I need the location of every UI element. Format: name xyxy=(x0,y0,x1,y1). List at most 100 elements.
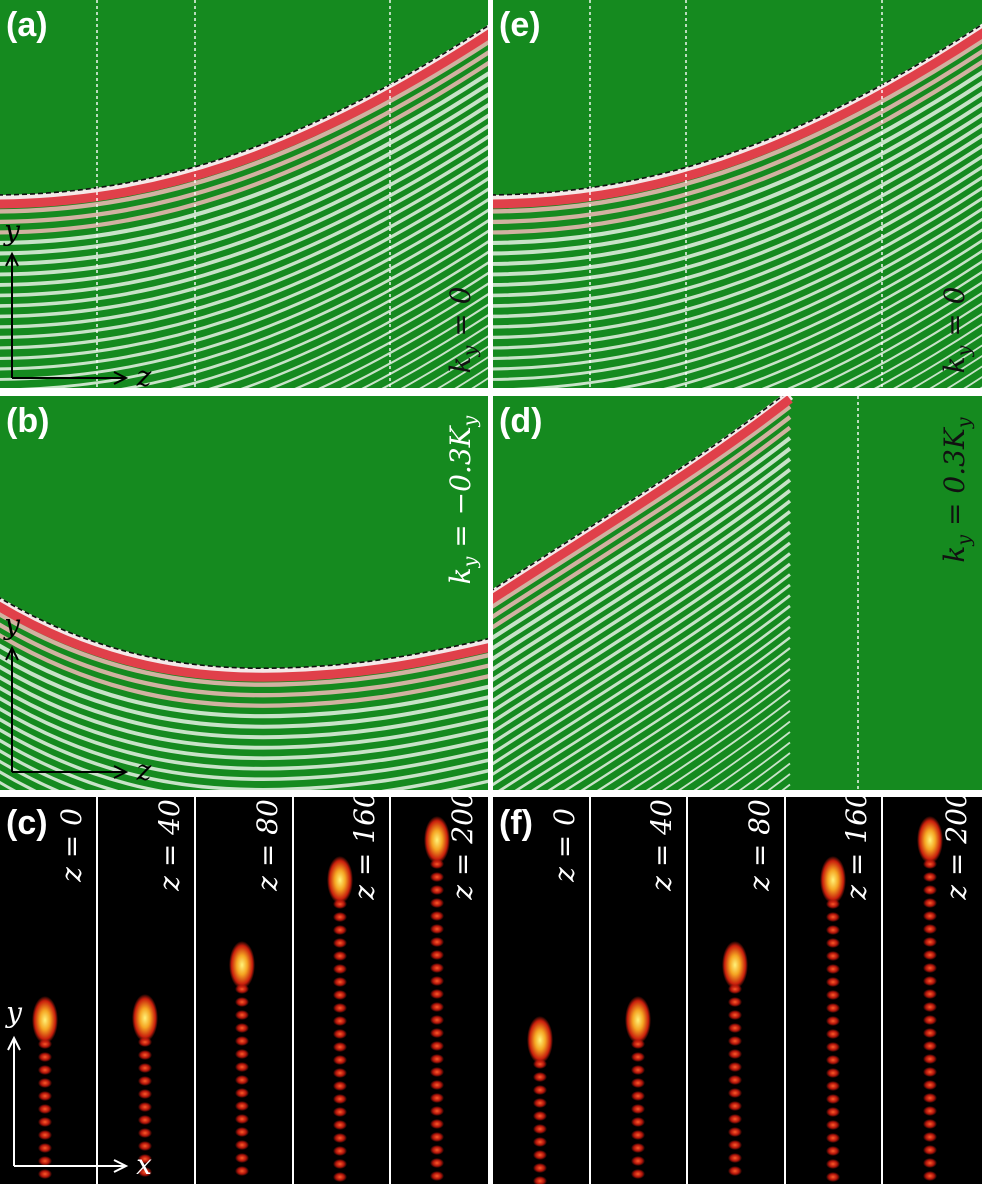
dot xyxy=(826,938,840,948)
dot xyxy=(631,1091,645,1101)
dot xyxy=(333,925,347,935)
envelope xyxy=(493,23,982,196)
slice-label: z = 80 xyxy=(251,799,284,892)
stripe xyxy=(493,510,792,714)
red-band xyxy=(0,601,488,682)
dot xyxy=(38,1117,52,1127)
stripe xyxy=(493,562,791,766)
dot xyxy=(826,1172,840,1182)
dot xyxy=(333,951,347,961)
annotation-part: = −0.3K xyxy=(444,424,477,556)
dot xyxy=(923,1041,937,1051)
stripe xyxy=(493,122,982,298)
dot xyxy=(826,1055,840,1065)
dot xyxy=(38,1143,52,1153)
dot xyxy=(923,872,937,882)
dot xyxy=(430,1093,444,1103)
dot xyxy=(235,1049,249,1059)
annotation-part: k xyxy=(938,356,971,373)
dot xyxy=(333,1133,347,1143)
stripe xyxy=(811,291,982,388)
dot xyxy=(333,1016,347,1026)
stripe xyxy=(0,717,488,790)
dot xyxy=(533,1163,547,1173)
annotation: ky = −0.3Ky xyxy=(444,415,481,584)
stripe xyxy=(493,48,982,225)
red-band xyxy=(493,28,982,209)
dot xyxy=(430,1145,444,1155)
panel-b xyxy=(0,396,488,790)
stripe xyxy=(0,113,488,287)
dot xyxy=(235,997,249,1007)
stripe xyxy=(613,228,982,388)
axis-label: y xyxy=(2,214,21,247)
stripe xyxy=(268,271,488,388)
annotation-sub: y xyxy=(459,556,481,568)
annotation-sub: y xyxy=(459,415,481,427)
stripe xyxy=(0,197,488,371)
stripe xyxy=(493,91,982,266)
dot xyxy=(333,1172,347,1182)
annotation-part: = 0 xyxy=(444,287,477,346)
dot xyxy=(138,1154,152,1164)
panel-label: (e) xyxy=(499,6,541,44)
annotation-part: = 0.3K xyxy=(938,426,971,535)
beam-head xyxy=(424,816,450,864)
stripe xyxy=(580,647,791,790)
slice-label: z = 0 xyxy=(55,808,88,883)
dot xyxy=(923,1028,937,1038)
stripe xyxy=(493,436,792,640)
dot xyxy=(728,1036,742,1046)
stripe xyxy=(400,335,488,388)
stripe xyxy=(493,133,982,308)
panel-label: (f) xyxy=(499,804,533,842)
stripe xyxy=(0,39,488,214)
stripe xyxy=(381,324,488,388)
dot xyxy=(826,1042,840,1052)
stripe xyxy=(0,706,488,782)
dot xyxy=(430,911,444,921)
annotation-part: k xyxy=(938,546,971,563)
stripe xyxy=(493,446,792,651)
slice-label: z = 40 xyxy=(153,799,186,892)
stripe xyxy=(833,302,982,388)
slice-label: z = 40 xyxy=(645,799,678,892)
dot xyxy=(38,1078,52,1088)
dot xyxy=(333,990,347,1000)
stripe xyxy=(0,102,488,277)
stripe xyxy=(493,38,982,214)
annotation-sub: y xyxy=(953,417,975,429)
annotation-part: = 0 xyxy=(938,287,971,346)
stripe xyxy=(0,81,488,256)
dot xyxy=(826,990,840,1000)
stripe xyxy=(493,489,792,693)
stripe xyxy=(0,124,488,298)
beam-head xyxy=(132,994,158,1042)
dot xyxy=(826,1068,840,1078)
stripe xyxy=(787,281,982,388)
dot xyxy=(333,1081,347,1091)
dot xyxy=(923,937,937,947)
stripe xyxy=(493,112,982,287)
stripe xyxy=(493,583,791,787)
stripe xyxy=(208,250,488,388)
dot xyxy=(631,1052,645,1062)
stripe xyxy=(613,668,791,790)
dot xyxy=(235,1036,249,1046)
stripe xyxy=(0,654,488,729)
dot xyxy=(235,1114,249,1124)
stripe xyxy=(0,145,488,319)
dot xyxy=(235,1153,249,1163)
dot xyxy=(138,1128,152,1138)
stripe xyxy=(893,333,982,388)
dot xyxy=(138,1076,152,1086)
axes-b xyxy=(5,645,129,779)
dot xyxy=(728,1166,742,1176)
dot xyxy=(235,1088,249,1098)
axes-c xyxy=(7,1035,129,1173)
stripe xyxy=(0,71,488,245)
stripe xyxy=(874,323,982,388)
stripe xyxy=(0,208,488,381)
dot xyxy=(430,1158,444,1168)
dot xyxy=(923,1015,937,1025)
